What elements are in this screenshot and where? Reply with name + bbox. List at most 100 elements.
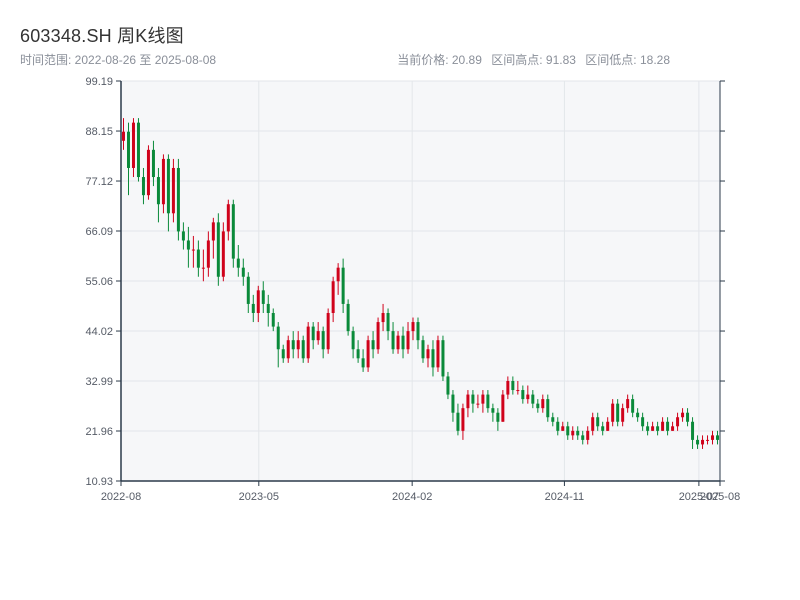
candle-body [651,426,655,431]
candle-body [571,430,575,436]
candle-body [701,439,705,445]
candle-body [356,349,360,359]
candle-body [156,177,160,205]
candle-body [236,258,240,268]
candle-body [606,421,610,431]
x-tick-label: 2024-02 [392,491,432,503]
candle-body [656,426,660,431]
candle-body [306,326,310,359]
candle-body [351,331,355,350]
candle-body [191,249,195,251]
candle-body [451,394,455,413]
candle-body [256,290,260,313]
candle-body [376,322,380,350]
candle-body [391,331,395,350]
candle-body [561,426,565,431]
candle-body [261,290,265,304]
candle-body [366,340,370,368]
candle-body [386,312,390,332]
candle-body [481,394,485,404]
candle-body [121,131,125,141]
x-tick-label: 2025-07 [679,491,719,503]
candle-body [271,312,275,327]
candle-body [436,340,440,368]
candle-body [426,349,430,359]
candle-body [716,435,720,440]
candle-body [421,340,425,359]
candle-body [416,322,420,341]
candle-body [361,358,365,368]
candle-body [496,412,500,422]
candle-body [146,149,150,196]
candle-body [126,131,130,168]
time-range: 时间范围: 2022-08-26 至 2025-08-08 [20,53,217,67]
candle-body [341,267,345,304]
candle-body [681,412,685,418]
candle-body [226,204,230,232]
candle-body [171,167,175,214]
candle-body [301,340,305,359]
candle-body [221,231,225,277]
candle-body [466,394,470,409]
candle-body [526,394,530,400]
candle-body [581,435,585,440]
candle-body [441,340,445,377]
candle-body [636,412,640,418]
candle-body [631,399,635,413]
candle-body [566,426,570,436]
candle-body [541,399,545,409]
candle-body [711,435,715,440]
candle-body [196,249,200,268]
candle-body [646,426,650,431]
candle-body [686,412,690,422]
candle-body [321,331,325,350]
candle-body [601,426,605,431]
candle-body [266,303,270,313]
y-tick-label: 55.06 [85,276,113,288]
candle-body [531,394,535,404]
candle-body [471,394,475,404]
candle-body [401,335,405,350]
candle-body [486,394,490,409]
y-tick-label: 77.12 [85,176,113,188]
candle-body [371,340,375,350]
candle-body [166,158,170,214]
candle-body [296,340,300,350]
candle-body [516,390,520,392]
candle-body [181,231,185,241]
candle-body [501,394,505,422]
candle-body [621,408,625,422]
candle-body [616,403,620,422]
candle-body [626,399,630,409]
candle-body [696,439,700,445]
candle-body [281,349,285,359]
y-tick-label: 32.99 [85,376,113,388]
candle-body [331,281,335,313]
candle-body [591,417,595,431]
candle-body [611,403,615,422]
x-tick-label: 2025-08 [700,491,740,503]
candle-body [641,417,645,427]
candle-body [241,267,245,277]
y-tick-label: 66.09 [85,226,113,238]
candle-body [536,403,540,409]
candle-body [676,417,680,427]
candle-body [201,267,205,269]
candle-body [671,426,675,431]
current-price: 当前价格: 20.89 [397,53,482,67]
candle-body [131,122,135,168]
candle-body [211,222,215,241]
candle-body [161,158,165,205]
candle-body [411,322,415,332]
candle-body [396,335,400,350]
candle-body [346,303,350,332]
candle-body [276,326,280,350]
y-tick-label: 99.19 [85,76,113,88]
candle-body [141,177,145,196]
range-low: 区间低点: 18.28 [585,53,670,67]
candle-body [206,240,210,268]
candle-body [506,380,510,395]
candle-body [446,376,450,395]
candle-body [551,417,555,422]
